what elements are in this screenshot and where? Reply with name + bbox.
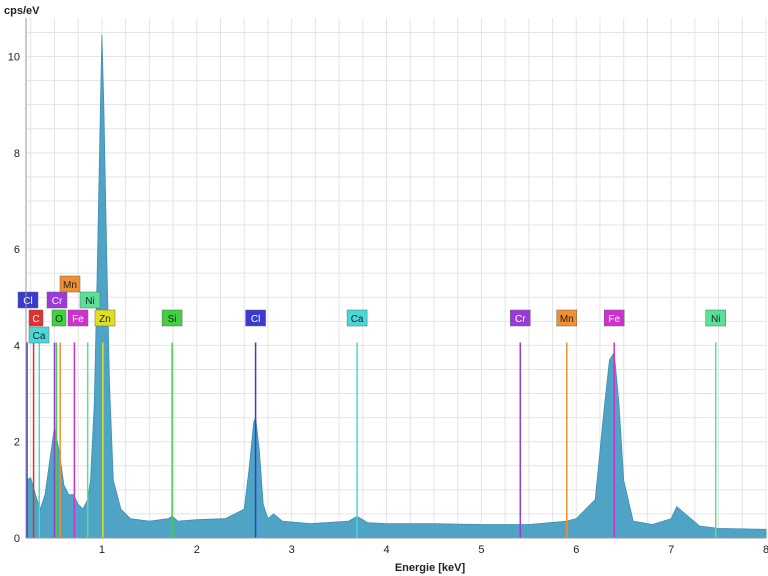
element-label-box [510,309,531,327]
element-label-box [59,275,81,293]
x-tick-label: 2 [194,544,200,556]
element-label-box [46,291,68,309]
x-tick-label: 1 [99,544,105,556]
element-label-box [79,291,101,309]
x-tick-label: 6 [573,544,579,556]
element-label: Cl [23,296,32,307]
y-tick-label: 10 [8,52,20,64]
x-tick-label: 3 [289,544,295,556]
element-label-box [67,309,89,327]
element-label: Fe [72,314,84,325]
element-label: Ni [711,314,720,325]
element-label-box [556,309,578,327]
x-tick-label: 7 [668,544,674,556]
element-label: Zn [99,314,111,325]
element-label: Mn [560,314,574,325]
y-tick-label: 2 [14,437,20,449]
element-label-box [17,291,39,309]
y-axis-title: cps/eV [4,5,40,17]
x-axis-title: Energie [keV] [395,562,466,574]
grid [26,18,767,539]
element-label-box [28,309,44,327]
element-label: Ca [351,314,364,325]
element-label-box [245,309,266,327]
element-label: C [32,314,39,325]
element-label-box [51,309,67,327]
element-label-box [161,309,183,327]
y-tick-labels: 0 2 4 6 8 10 [8,52,20,545]
element-label: Cr [52,296,63,307]
element-label: Si [168,314,177,325]
element-label-box [603,309,625,327]
axes [25,18,766,539]
element-label: Fe [608,314,620,325]
spectrum-area [25,34,767,539]
element-label-box [28,326,50,344]
y-tick-label: 0 [14,533,20,545]
element-label: Ni [85,296,94,307]
element-label: O [55,314,63,325]
element-label: Ca [33,331,46,342]
element-label-box [705,309,726,327]
x-tick-label: 5 [478,544,484,556]
element-label: Mn [63,280,77,291]
y-tick-label: 4 [14,340,20,352]
x-tick-label: 4 [383,544,389,556]
spectrum-series [25,34,767,539]
element-label: Cr [515,314,526,325]
element-label-box [346,309,368,327]
element-label: Cl [251,314,260,325]
y-tick-label: 8 [14,148,20,160]
element-label-box [94,309,116,327]
x-tick-label: 8 [763,544,768,556]
y-tick-label: 6 [14,244,20,256]
x-tick-labels: 1 2 3 4 5 6 7 8 [99,544,768,556]
